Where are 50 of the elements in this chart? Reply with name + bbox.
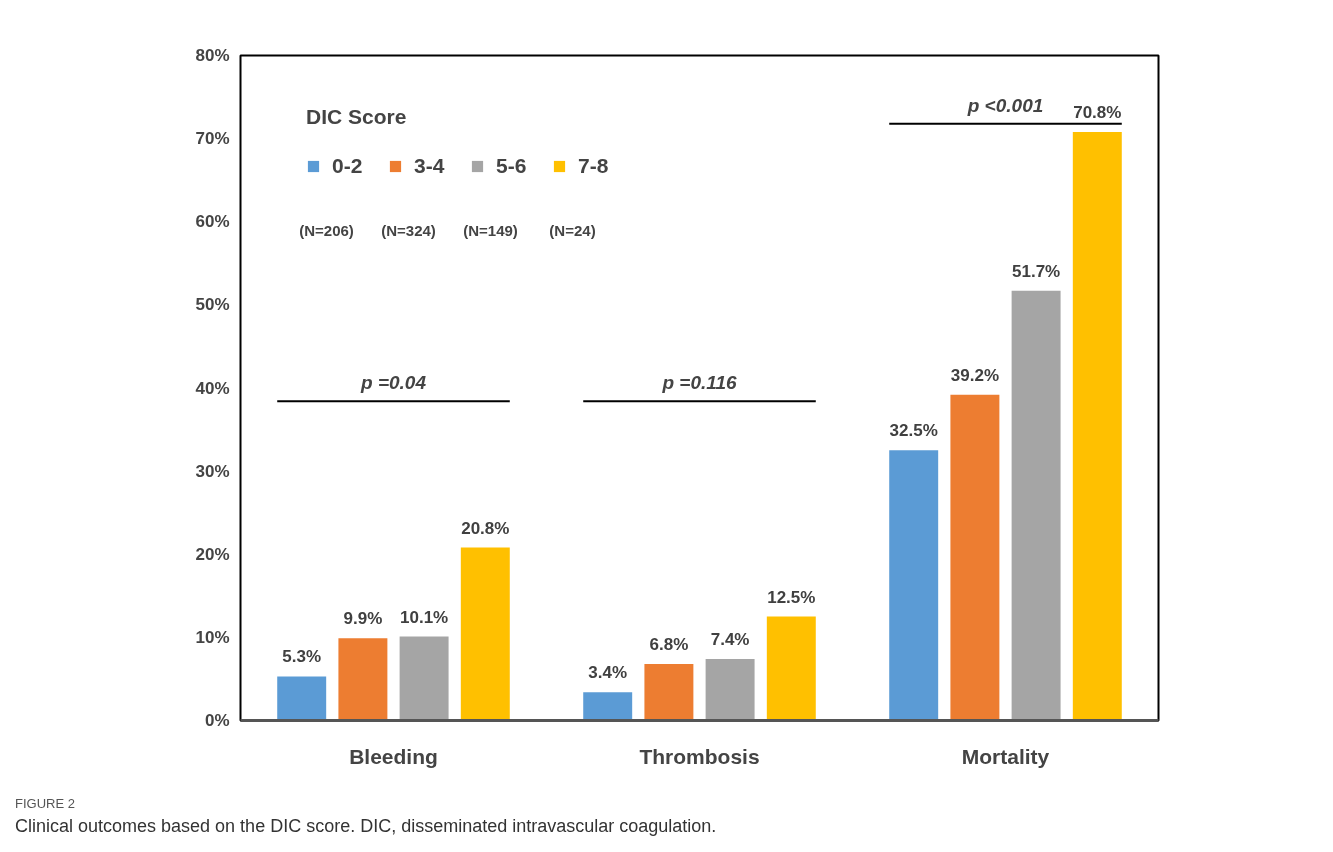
- data-label: 20.8%: [461, 518, 510, 538]
- y-tick-label: 0%: [204, 711, 230, 730]
- y-tick-label: 30%: [195, 461, 230, 481]
- data-label: 39.2%: [950, 365, 999, 385]
- annotation: (N=24): [549, 221, 596, 239]
- bar: [583, 692, 633, 721]
- annotation: (N=324): [381, 221, 436, 239]
- caption: FIGURE 2: [15, 795, 76, 813]
- annotation: p =0.04: [360, 372, 427, 394]
- bar: [766, 616, 816, 721]
- data-label: 10.1%: [400, 607, 449, 627]
- y-tick-label: 60%: [195, 212, 230, 232]
- y-tick-label: 80%: [195, 46, 230, 65]
- data-label: 12.5%: [767, 587, 816, 607]
- bar: [399, 636, 449, 721]
- bar: [1072, 131, 1122, 721]
- bar: [1011, 290, 1061, 721]
- bar: [460, 547, 510, 721]
- bar: [644, 663, 694, 721]
- bar: [277, 676, 327, 721]
- legend-label: 5-6: [496, 154, 528, 178]
- data-label: 70.8%: [1073, 102, 1122, 122]
- bar: [338, 638, 388, 721]
- x-tick-label: Mortality: [961, 744, 1050, 768]
- y-tick-label: 40%: [195, 378, 230, 398]
- bar: [889, 450, 939, 721]
- data-label: 9.9%: [343, 609, 383, 629]
- y-tick-label: 20%: [195, 544, 230, 564]
- annotation: p <0.001: [966, 94, 1044, 116]
- legend-label: 7-8: [578, 154, 610, 178]
- data-label: 32.5%: [889, 421, 938, 441]
- text: Clinical outcomes based on the DIC score. DIC, disseminated intravascular coagulation.: [15, 814, 717, 838]
- legend-label: 3-4: [414, 154, 446, 178]
- bar: [950, 394, 1000, 721]
- bar: [705, 658, 755, 721]
- x-tick-label: Thrombosis: [639, 744, 760, 768]
- x-tick-label: Bleeding: [349, 744, 438, 768]
- legend-label: 0-2: [332, 154, 364, 178]
- annotation: (N=149): [463, 221, 518, 239]
- annotation: p =0.116: [661, 372, 737, 394]
- y-tick-label: 50%: [195, 295, 230, 315]
- y-tick-label: 70%: [195, 129, 230, 149]
- y-tick-label: 10%: [195, 627, 230, 647]
- legend-title: DIC Score: [306, 105, 408, 129]
- data-label: 3.4%: [588, 663, 628, 683]
- data-label: 6.8%: [649, 634, 689, 654]
- data-label: 7.4%: [710, 629, 750, 649]
- data-label: 51.7%: [1012, 261, 1061, 281]
- data-label: 5.3%: [282, 647, 322, 667]
- annotation: (N=206): [299, 221, 354, 239]
